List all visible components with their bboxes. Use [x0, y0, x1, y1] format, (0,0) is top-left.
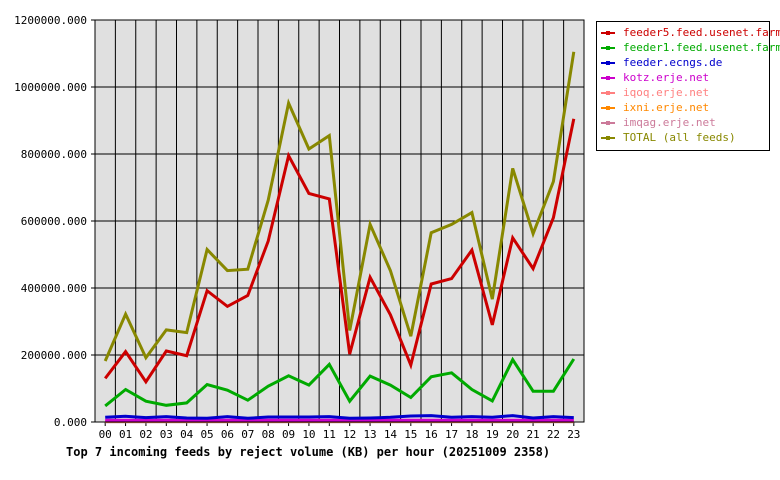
x-tick-label: 14: [384, 428, 398, 441]
legend-label: TOTAL (all feeds): [623, 131, 736, 144]
legend-label: kotz.erje.net: [623, 71, 710, 84]
x-tick-label: 04: [180, 428, 194, 441]
series-line-feeder1-feed-usenet-farm: [104, 356, 576, 408]
legend-swatch: [601, 74, 615, 82]
x-tick-label: 05: [200, 428, 213, 441]
x-tick-label: 12: [343, 428, 356, 441]
legend-swatch: [601, 104, 615, 112]
legend-label: feeder5.feed.usenet.farm: [623, 26, 780, 39]
legend-label: feeder.ecngs.de: [623, 56, 723, 69]
legend-swatch: [601, 59, 615, 67]
series-line-total-all-feeds: [103, 51, 576, 362]
y-tick-label: 0.000: [54, 416, 87, 429]
legend-label: feeder1.feed.usenet.farm: [623, 41, 780, 54]
x-tick-label: 09: [282, 428, 295, 441]
series-line-feeder-ecngs-de: [105, 414, 574, 420]
chart-legend: feeder5.feed.usenet.farm feeder1.feed.use…: [596, 21, 780, 151]
x-tick-label: 01: [119, 428, 132, 441]
x-tick-label: 06: [221, 428, 234, 441]
x-tick-label: 03: [160, 428, 173, 441]
y-tick-label: 600000.000: [21, 215, 87, 228]
legend-swatch: [601, 44, 615, 52]
plot-border: [94, 19, 585, 423]
x-tick-label: 18: [465, 428, 478, 441]
legend-swatch: [601, 134, 615, 142]
x-tick-label: 22: [547, 428, 560, 441]
legend-swatch: [601, 119, 615, 127]
y-tick-label: 200000.000: [21, 349, 87, 362]
legend-swatch: [601, 29, 615, 37]
x-tick-label: 00: [99, 428, 112, 441]
x-tick-label: 21: [526, 428, 539, 441]
x-tick-label: 19: [486, 428, 499, 441]
x-tick-label: 17: [445, 428, 458, 441]
y-tick-label: 1200000.000: [14, 14, 87, 27]
x-tick-label: 20: [506, 428, 519, 441]
x-tick-label: 16: [425, 428, 438, 441]
x-tick-label: 02: [139, 428, 152, 441]
legend-label: iqoq.erje.net: [623, 86, 710, 99]
y-tick-label: 1000000.000: [14, 81, 87, 94]
y-tick-label: 800000.000: [21, 148, 87, 161]
x-tick-label: 13: [363, 428, 376, 441]
x-tick-label: 11: [323, 428, 336, 441]
x-tick-label: 10: [302, 428, 315, 441]
legend-swatch: [601, 89, 615, 97]
y-tick-label: 400000.000: [21, 282, 87, 295]
x-tick-label: 08: [262, 428, 275, 441]
x-tick-label: 23: [567, 428, 580, 441]
legend-label: ixni.erje.net: [623, 101, 710, 114]
legend-label: imqag.erje.net: [623, 116, 716, 129]
x-tick-label: 15: [404, 428, 417, 441]
x-tick-label: 07: [241, 428, 254, 441]
series-line-feeder5-feed-usenet-farm: [104, 118, 576, 385]
chart-title: Top 7 incoming feeds by reject volume (K…: [66, 445, 551, 459]
